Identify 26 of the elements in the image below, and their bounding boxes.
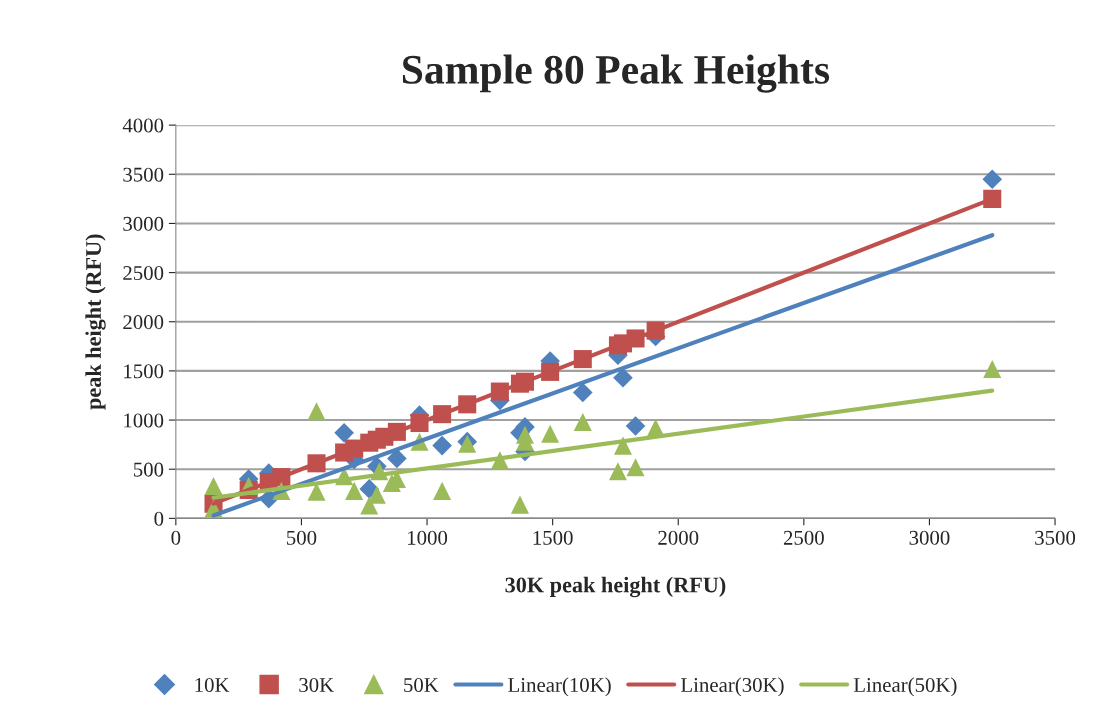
- x-tick-label: 0: [171, 530, 181, 545]
- x-tick-label: 2500: [783, 530, 824, 545]
- legend-label: 10K: [195, 677, 230, 693]
- y-axis-title: peak height (RFU): [85, 234, 106, 410]
- legend-label: Linear(50K): [853, 677, 957, 697]
- y-tick-label: 500: [134, 462, 164, 477]
- x-tick-label: 3500: [1035, 530, 1076, 545]
- y-tick-label: 3500: [123, 167, 164, 182]
- legend-label: 50K: [404, 677, 439, 693]
- y-tick-label: 1000: [124, 413, 164, 428]
- y-tick-label: 1500: [124, 364, 164, 379]
- x-tick-label: 1500: [533, 530, 573, 545]
- x-tick-label: 2000: [658, 530, 699, 545]
- x-axis-title: 30K peak height (RFU): [505, 576, 726, 598]
- y-tick-label: 0: [154, 511, 164, 526]
- x-tick-label: 500: [287, 530, 317, 545]
- x-tick-label: 3000: [909, 530, 950, 545]
- chart-title: Sample 80 Peak Heights: [402, 54, 830, 93]
- legend-label: Linear(10K): [508, 677, 611, 697]
- y-tick-label: 4000: [122, 118, 164, 133]
- x-tick-label: 1000: [408, 530, 448, 545]
- legend-label: Linear(30K): [681, 677, 784, 697]
- legend-label: 30K: [299, 677, 334, 693]
- y-tick-label: 3000: [123, 216, 164, 231]
- y-tick-label: 2000: [123, 315, 164, 330]
- y-tick-label: 2500: [123, 265, 164, 281]
